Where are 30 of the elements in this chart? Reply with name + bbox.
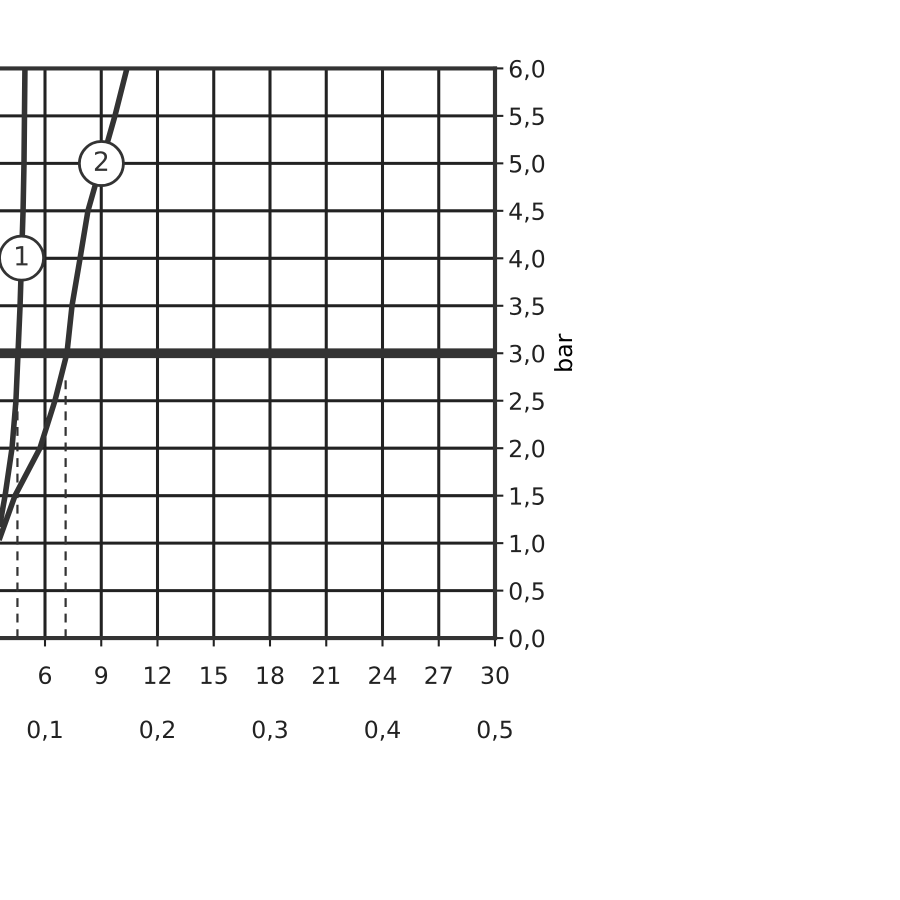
y-tick-label: 1,5 — [510, 487, 544, 508]
x-tick-label: 24 — [369, 666, 396, 684]
x-tick-label: 15 — [201, 666, 227, 684]
y-tick-label: 2,0 — [510, 440, 544, 460]
x-tick-label: 9 — [95, 666, 108, 684]
y-tick-label: 5,5 — [510, 108, 544, 128]
y-tick-label: 1,0 — [510, 534, 544, 555]
x-tick-label: 6 — [39, 666, 52, 684]
x2-tick-label: 0,1 — [28, 720, 62, 741]
y-tick-label: 5,0 — [510, 154, 544, 176]
y-tick-label: 4,5 — [509, 202, 544, 223]
y-tick-label: 0,5 — [510, 582, 544, 602]
x2-tick-label: 0,4 — [365, 720, 400, 741]
y-tick-label: 0,0 — [510, 630, 544, 650]
y-tick-label: 6,0 — [510, 60, 544, 80]
x2-tick-label: 0,5 — [478, 720, 512, 741]
x-tick-label: 27 — [425, 666, 452, 684]
series-label: 1 — [16, 246, 28, 266]
y-tick-label: 3,5 — [510, 297, 544, 318]
x2-tick-label: 0,2 — [140, 720, 174, 741]
y-tick-label: 4,0 — [509, 250, 544, 270]
y-axis-title: bar — [554, 334, 572, 371]
y-tick-label: 2,5 — [510, 392, 544, 412]
x2-tick-label: 0,3 — [252, 720, 287, 741]
x-tick-label: 21 — [312, 666, 340, 684]
x-tick-label: 30 — [482, 666, 508, 684]
x-tick-label: 12 — [145, 666, 170, 684]
x-tick-label: 18 — [258, 666, 284, 684]
series-label: 2 — [94, 151, 108, 171]
y-tick-label: 3,0 — [510, 344, 544, 365]
